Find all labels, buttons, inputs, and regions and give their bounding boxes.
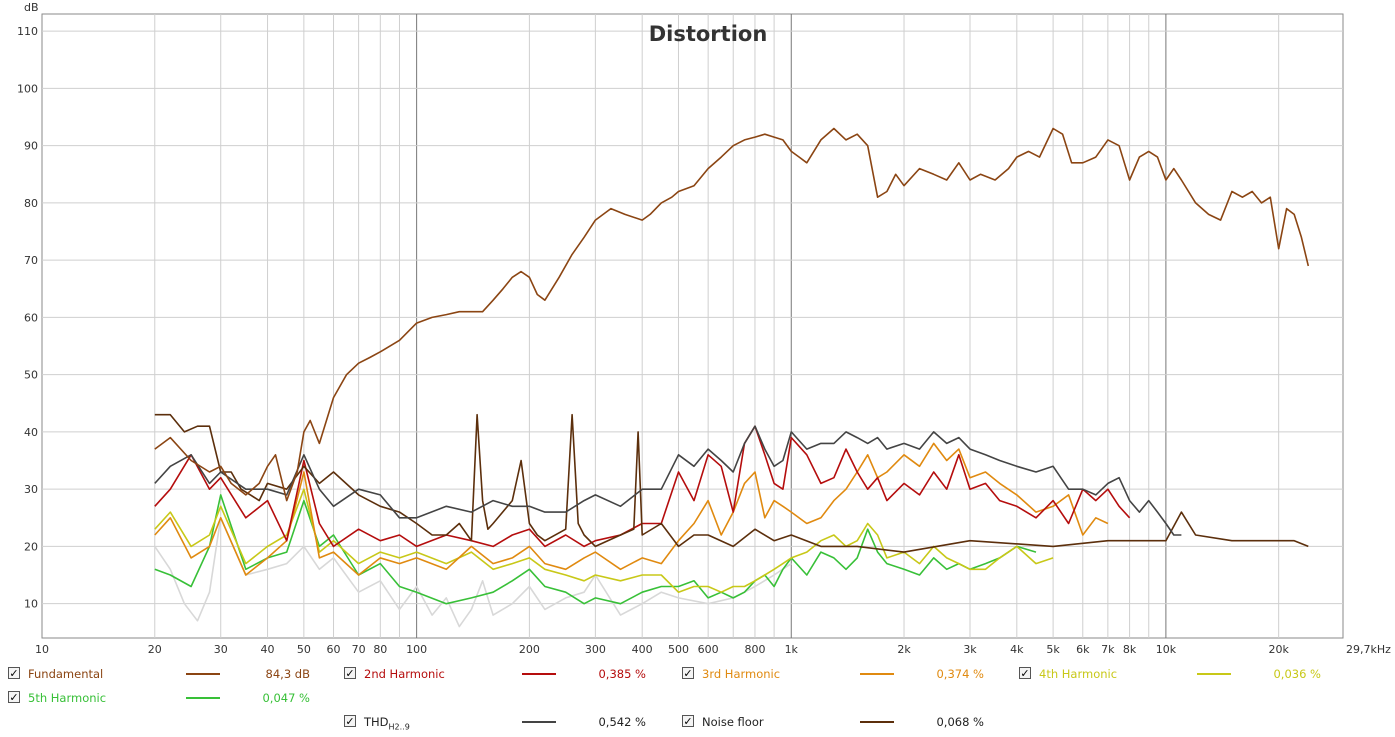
legend-label: THDH2..9 bbox=[364, 712, 410, 737]
legend-label-text: 2nd Harmonic bbox=[364, 667, 445, 681]
legend-checkbox-3rd-harmonic[interactable]: ✓ bbox=[682, 667, 694, 680]
legend-value: 0,068 % bbox=[936, 715, 984, 729]
legend-checkbox-5th-harmonic[interactable]: ✓ bbox=[8, 691, 20, 704]
x-tick-label: 10 bbox=[35, 643, 49, 656]
series-line-fundamental bbox=[154, 127, 1310, 502]
legend-swatch bbox=[522, 673, 556, 675]
legend-item-2nd-harmonic[interactable]: ✓ 2nd Harmonic 0,385 % bbox=[344, 664, 654, 684]
legend-item-thd[interactable]: ✓ THDH2..9 0,542 % bbox=[344, 712, 654, 732]
x-tick-label: 10k bbox=[1156, 643, 1177, 656]
legend-label-subscript: H2..9 bbox=[388, 722, 410, 732]
legend-value: 84,3 dB bbox=[265, 667, 310, 681]
x-tick-label: 200 bbox=[519, 643, 540, 656]
y-tick-label: 20 bbox=[24, 540, 38, 553]
series-line-4th-harmonic bbox=[154, 488, 1054, 594]
legend-swatch bbox=[522, 721, 556, 723]
series-lines bbox=[154, 127, 1310, 628]
x-tick-label: 300 bbox=[585, 643, 606, 656]
x-tick-label: 4k bbox=[1010, 643, 1024, 656]
legend-item-5th-harmonic[interactable]: ✓ 5th Harmonic 0,047 % bbox=[8, 688, 318, 708]
legend: ✓ Fundamental 84,3 dB ✓ 2nd Harmonic 0,385 % ✓… bbox=[0, 660, 1395, 737]
x-tick-label: 29,7kHz bbox=[1346, 643, 1391, 656]
legend-item-4th-harmonic[interactable]: ✓ 4th Harmonic 0,036 % bbox=[1019, 664, 1329, 684]
legend-swatch bbox=[860, 673, 894, 675]
plot-area bbox=[41, 13, 1344, 639]
x-tick-label: 600 bbox=[698, 643, 719, 656]
legend-checkbox-fundamental[interactable]: ✓ bbox=[8, 667, 20, 680]
x-tick-label: 50 bbox=[297, 643, 311, 656]
series-line-3rd-harmonic bbox=[154, 442, 1109, 576]
legend-checkbox-noise-floor[interactable]: ✓ bbox=[682, 715, 694, 728]
legend-checkbox-4th-harmonic[interactable]: ✓ bbox=[1019, 667, 1031, 680]
legend-value: 0,542 % bbox=[598, 715, 646, 729]
legend-checkbox-thd[interactable]: ✓ bbox=[344, 715, 356, 728]
legend-label-text: Noise floor bbox=[702, 715, 764, 729]
legend-label-text: THD bbox=[364, 715, 389, 729]
legend-swatch bbox=[1197, 673, 1231, 675]
series-line-2nd-harmonic bbox=[154, 425, 1131, 548]
y-tick-label: 90 bbox=[24, 140, 38, 153]
x-tick-label: 80 bbox=[373, 643, 387, 656]
x-tick-label: 500 bbox=[668, 643, 689, 656]
legend-item-fundamental[interactable]: ✓ Fundamental 84,3 dB bbox=[8, 664, 318, 684]
x-tick-label: 5k bbox=[1046, 643, 1060, 656]
y-axis-unit: dB bbox=[24, 1, 39, 14]
x-tick-label: 3k bbox=[963, 643, 977, 656]
grid bbox=[41, 13, 1344, 639]
series-line-noise-floor bbox=[154, 413, 1309, 553]
legend-swatch bbox=[860, 721, 894, 723]
y-tick-label: 40 bbox=[24, 426, 38, 439]
legend-label-text: 3rd Harmonic bbox=[702, 667, 781, 681]
x-tick-label: 60 bbox=[327, 643, 341, 656]
legend-label: 5th Harmonic bbox=[28, 688, 106, 708]
y-tick-label: 10 bbox=[24, 598, 38, 611]
legend-label: 2nd Harmonic bbox=[364, 664, 445, 684]
x-tick-label: 70 bbox=[352, 643, 366, 656]
legend-label-text: 4th Harmonic bbox=[1039, 667, 1118, 681]
series-line-5th-harmonic bbox=[154, 494, 1037, 605]
series-line-thd bbox=[154, 425, 1182, 536]
legend-swatch bbox=[186, 673, 220, 675]
legend-label: Noise floor bbox=[702, 712, 764, 732]
x-tick-label: 20k bbox=[1268, 643, 1289, 656]
legend-label: 4th Harmonic bbox=[1039, 664, 1117, 684]
legend-label-text: Fundamental bbox=[28, 667, 104, 681]
y-tick-label: 80 bbox=[24, 197, 38, 210]
legend-value: 0,374 % bbox=[936, 667, 984, 681]
legend-value: 0,385 % bbox=[598, 667, 646, 681]
x-tick-label: 40 bbox=[261, 643, 275, 656]
x-tick-label: 1k bbox=[785, 643, 799, 656]
legend-label: Fundamental bbox=[28, 664, 103, 684]
x-tick-label: 30 bbox=[214, 643, 228, 656]
legend-item-noise-floor[interactable]: ✓ Noise floor 0,068 % bbox=[682, 712, 992, 732]
y-tick-label: 70 bbox=[24, 254, 38, 267]
y-tick-label: 50 bbox=[24, 369, 38, 382]
x-tick-label: 6k bbox=[1076, 643, 1090, 656]
x-tick-label: 100 bbox=[406, 643, 427, 656]
axes: 10 20 30 40 50 60 70 80 90 100 110 10 20 30 40 50 60 70 80… bbox=[17, 25, 1391, 656]
y-tick-label: 100 bbox=[17, 82, 38, 95]
legend-swatch bbox=[186, 697, 220, 699]
y-tick-label: 60 bbox=[24, 311, 38, 324]
legend-label-text: 5th Harmonic bbox=[28, 691, 107, 705]
legend-value: 0,047 % bbox=[262, 691, 310, 705]
legend-checkbox-2nd-harmonic[interactable]: ✓ bbox=[344, 667, 356, 680]
chart-title: Distortion bbox=[649, 22, 768, 46]
x-tick-label: 8k bbox=[1123, 643, 1137, 656]
x-tick-label: 20 bbox=[148, 643, 162, 656]
y-tick-label: 30 bbox=[24, 483, 38, 496]
x-tick-label: 7k bbox=[1101, 643, 1115, 656]
y-tick-label: 110 bbox=[17, 25, 38, 38]
distortion-chart: 10 20 30 40 50 60 70 80 90 100 110 10 20 30 40 50 60 70 80… bbox=[17, 1, 1391, 656]
x-tick-label: 400 bbox=[632, 643, 653, 656]
x-tick-label: 800 bbox=[744, 643, 765, 656]
x-tick-label: 2k bbox=[897, 643, 911, 656]
legend-value: 0,036 % bbox=[1273, 667, 1321, 681]
legend-label: 3rd Harmonic bbox=[702, 664, 780, 684]
legend-item-3rd-harmonic[interactable]: ✓ 3rd Harmonic 0,374 % bbox=[682, 664, 992, 684]
